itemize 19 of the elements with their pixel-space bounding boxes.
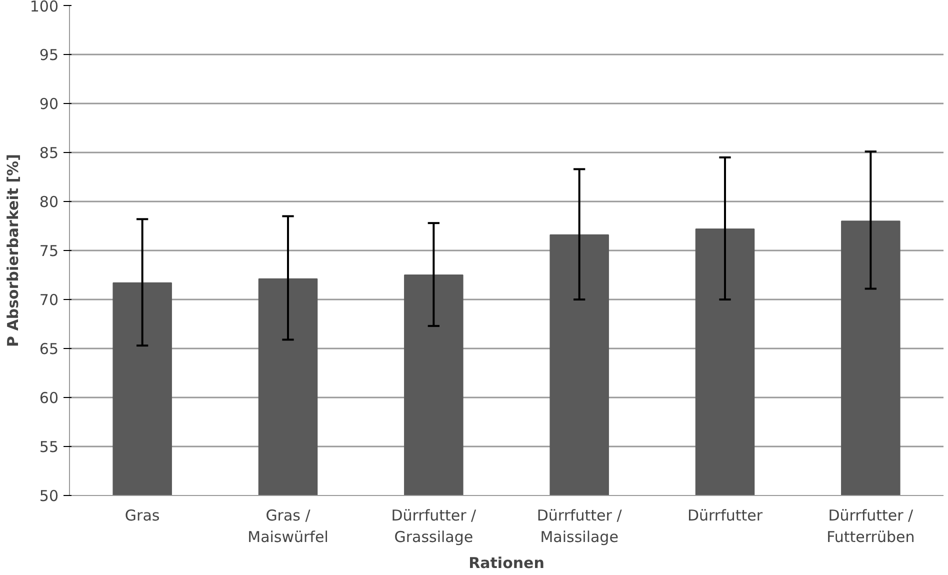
x-axis-title: Rationen xyxy=(468,554,544,572)
x-tick-label: Gras / Maiswürfel xyxy=(248,506,328,546)
y-tick-label: 95 xyxy=(39,46,59,64)
x-tick-label: Gras xyxy=(124,506,160,524)
x-tick-label: Dürrfutter xyxy=(687,506,764,524)
y-tick-label: 75 xyxy=(39,242,59,260)
y-tick-label: 90 xyxy=(39,95,59,113)
y-tick-label: 70 xyxy=(39,291,59,309)
y-tick-label: 65 xyxy=(39,340,59,358)
y-tick-label: 55 xyxy=(39,438,59,456)
y-tick-label: 85 xyxy=(39,144,59,162)
y-tick-label: 100 xyxy=(30,0,59,16)
x-tick-label: Dürrfutter / Grassilage xyxy=(391,506,478,546)
x-tick-label: Dürrfutter / Futterrüben xyxy=(826,506,915,546)
y-tick-label: 50 xyxy=(39,487,59,505)
y-axis-title: P Absorbierbarkeit [%] xyxy=(4,154,22,347)
y-tick-label: 80 xyxy=(39,193,59,211)
y-tick-label: 60 xyxy=(39,389,59,407)
x-tick-label: Dürrfutter / Maissilage xyxy=(536,506,623,546)
